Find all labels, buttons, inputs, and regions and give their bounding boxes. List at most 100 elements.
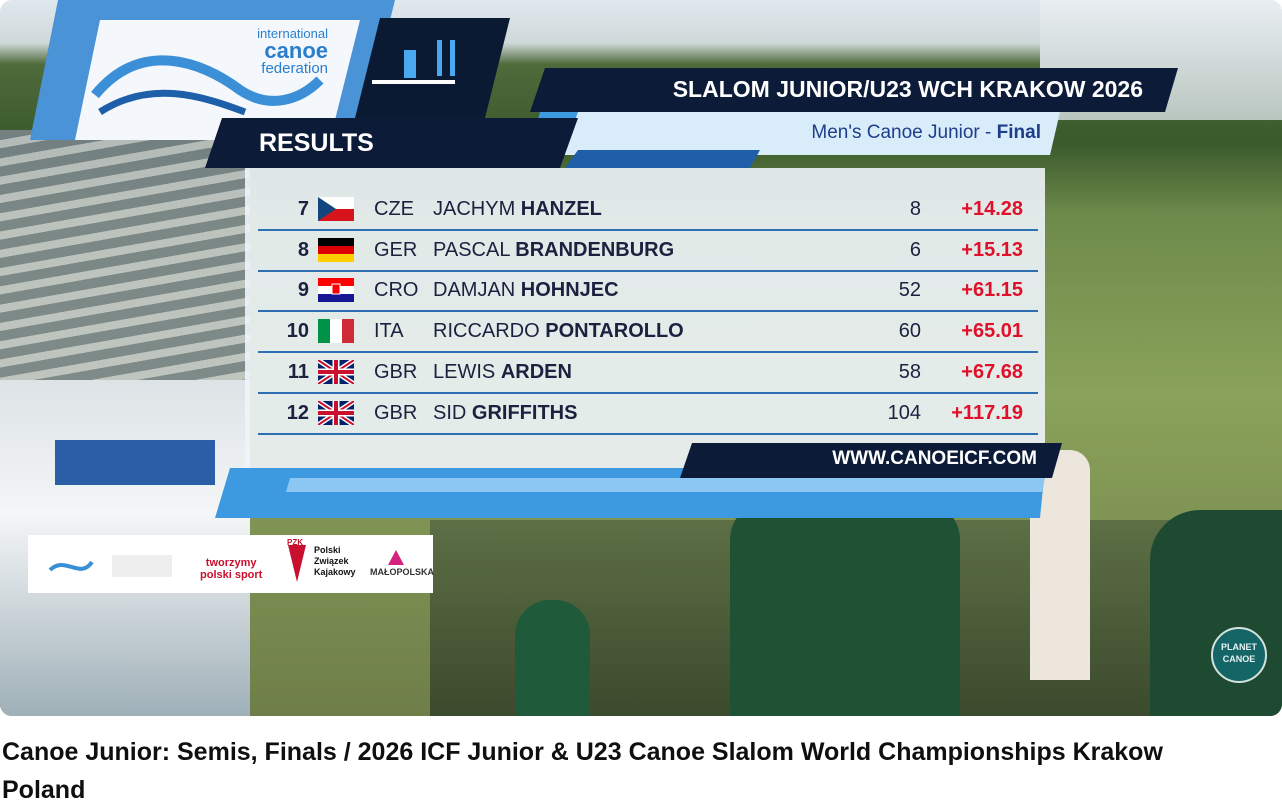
video-player[interactable]: international canoe federation RESULTS S…: [0, 0, 1282, 716]
last-name: ARDEN: [500, 360, 572, 383]
flag: [318, 319, 354, 344]
overlay-graphics: [28, 0, 1267, 683]
country: GBR: [374, 360, 418, 383]
penalty: 52: [898, 279, 921, 302]
last-name: HANZEL: [520, 198, 602, 220]
first-name: SID: [433, 401, 467, 424]
video-title: Canoe Junior: Semis, Finals / 2026 ICF J…: [2, 738, 1163, 804]
sponsor-line: polski sport: [200, 569, 263, 581]
athlete-name: RICCARDO PONTAROLLO: [433, 320, 684, 343]
country: CRO: [374, 279, 419, 302]
country: CZE: [374, 198, 414, 220]
last-name: PONTAROLLO: [545, 320, 684, 343]
icf-logo-text: international canoe federation: [228, 26, 328, 76]
sponsor-region: MAŁOPOLSKA: [370, 567, 434, 577]
sponsor-pzk-name: Polski Związek Kajakowy: [314, 545, 356, 578]
watermark: PLANET CANOE: [1214, 641, 1264, 665]
spectators: [1150, 510, 1282, 716]
flag: [318, 197, 354, 221]
first-name: DAMJAN: [433, 279, 516, 302]
results-bar: [205, 118, 578, 168]
sponsor-strip: [28, 535, 433, 593]
subtitle-text: Men's Canoe Junior -: [811, 122, 997, 143]
icon-gate: [450, 40, 455, 76]
icon-gate: [437, 40, 442, 76]
logo-line: international: [257, 26, 328, 41]
watermark-badge: [1211, 627, 1267, 683]
sponsor-pzk-logo: [288, 545, 306, 582]
watermark-line: PLANET: [1221, 642, 1257, 652]
flag: [318, 278, 354, 303]
first-name: LEWIS: [433, 360, 496, 383]
result-row: 12 GBR SID GRIFFITHS 104 +117.19: [258, 393, 1038, 435]
country: GBR: [374, 401, 418, 424]
first-name: JACHYM: [433, 198, 516, 220]
rank: 9: [297, 279, 309, 302]
flag: [318, 237, 354, 262]
result-row: 10 ITA RICCARDO PONTAROLLO 60 +65.01: [258, 311, 1038, 354]
penalty: 58: [898, 360, 921, 383]
logo-wave: [91, 55, 324, 106]
subtitle: Men's Canoe Junior - Final: [600, 122, 1041, 144]
spectator: [515, 600, 590, 716]
last-name: BRANDENBURG: [515, 238, 675, 261]
website-bar: [680, 443, 1062, 478]
flag: [318, 359, 354, 384]
result-row: 8 GER PASCAL BRANDENBURG 6 +15.13: [258, 230, 1038, 272]
athlete-name: JACHYM HANZEL: [433, 198, 602, 221]
sponsor-icf-logo: [48, 560, 94, 572]
sponsor-region-logo: [388, 550, 404, 565]
rank: 12: [286, 401, 309, 424]
result-row: 11 GBR LEWIS ARDEN 58 +67.68: [258, 352, 1038, 394]
country: ITA: [374, 320, 404, 343]
icon-paddler: [404, 50, 416, 78]
results-label: RESULTS: [259, 129, 374, 157]
time-behind: +67.68: [961, 360, 1023, 383]
grandstand: [0, 130, 250, 390]
first-name: RICCARDO: [433, 320, 540, 343]
rank: 8: [297, 238, 309, 261]
country: GER: [374, 238, 418, 261]
rank: 11: [287, 360, 309, 383]
sponsor-ministry-logo: [112, 555, 172, 577]
penalty: 6: [909, 238, 921, 261]
time-behind: +14.28: [961, 198, 1023, 220]
results-bar-accent: [565, 150, 760, 168]
athlete-name: PASCAL BRANDENBURG: [433, 239, 674, 262]
last-name: HOHNJEC: [520, 279, 619, 302]
last-name: GRIFFITHS: [471, 401, 578, 424]
sponsor-line: Polski: [314, 545, 341, 555]
penalty: 8: [909, 198, 921, 220]
results-panel: [245, 168, 1045, 468]
sponsor-pzk: PZK: [287, 538, 303, 547]
flag: [318, 400, 354, 425]
discipline-icon-bg: [355, 18, 510, 118]
rank: 10: [286, 320, 309, 343]
athlete-name: LEWIS ARDEN: [433, 361, 572, 384]
result-row: 7 CZE JACHYM HANZEL 8 +14.28: [258, 189, 1038, 231]
athlete-name: DAMJAN HOHNJEC: [433, 279, 619, 302]
time-behind: +15.13: [961, 238, 1023, 261]
barrier: [55, 440, 215, 485]
bottom-stripe: [286, 478, 1045, 492]
logo-wave: [98, 89, 247, 116]
event-bar: [530, 68, 1178, 112]
first-name: PASCAL: [433, 238, 510, 261]
time-behind: +65.01: [961, 320, 1023, 343]
subtitle-bar: [562, 112, 1060, 155]
rank: 7: [297, 198, 309, 220]
sponsor-line: tworzymy: [205, 557, 257, 569]
sponsor-line: Kajakowy: [314, 567, 356, 577]
logo-line: federation: [261, 60, 328, 77]
watermark-line: CANOE: [1222, 654, 1256, 664]
website: WWW.CANOEICF.COM: [832, 448, 1037, 469]
sponsor-line: Związek: [314, 556, 349, 566]
athlete-name: SID GRIFFITHS: [433, 402, 577, 425]
time-behind: +61.15: [961, 279, 1023, 302]
logo-line: canoe: [264, 38, 328, 63]
phase: Final: [996, 122, 1041, 143]
time-behind: +117.19: [951, 401, 1023, 424]
spectators: [730, 500, 960, 716]
penalty: 104: [887, 401, 921, 424]
